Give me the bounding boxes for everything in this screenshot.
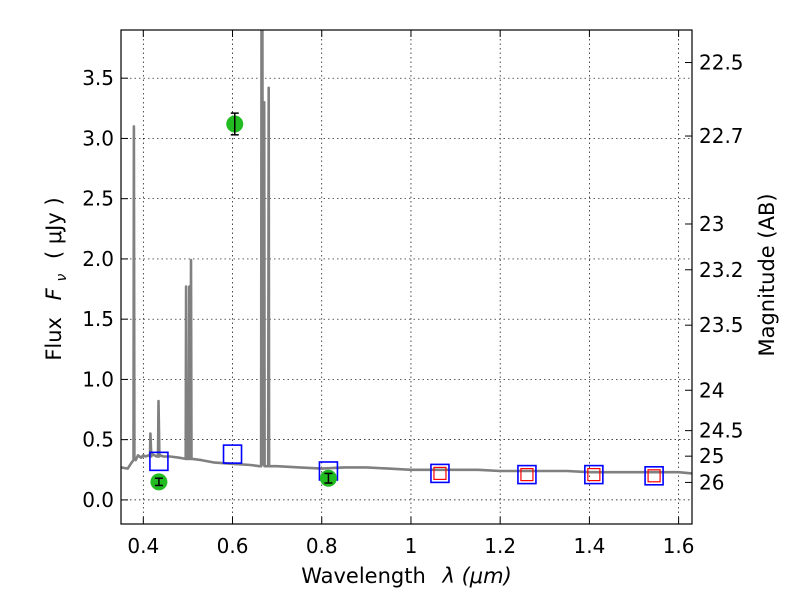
y-tick-label: 3.5	[82, 66, 114, 90]
y2-tick-label: 23.5	[699, 313, 744, 337]
x-axis-label-text: Wavelength	[301, 564, 426, 588]
model-point-red	[647, 469, 661, 483]
axis-ticks: 0.4 0.6 0.8 1 1.2 1.4 1.6 0.0 0.5 1.0 1.5 2.0 2.5 3.0…	[82, 30, 744, 558]
y-tick-label: 0.0	[82, 488, 114, 512]
x-tick-label: 0.8	[306, 534, 338, 558]
y-tick-label: 1.0	[82, 367, 114, 391]
y2-tick-label: 22.7	[699, 124, 744, 148]
model-point-blue	[584, 464, 604, 485]
model-point-red	[520, 468, 534, 482]
y-axis-label: Flux F ν ( μJy )	[42, 197, 71, 360]
x-tick-label: 1.6	[663, 534, 695, 558]
y-tick-label: 1.5	[82, 307, 114, 331]
model-point-blue	[222, 444, 243, 464]
plot-area	[121, 30, 692, 491]
x-axis-label-symbol: λ (μm)	[441, 564, 511, 588]
y2-tick-label: 23	[699, 212, 724, 236]
model-point-blue	[644, 466, 664, 486]
x-tick-label: 1	[405, 534, 418, 558]
grid-lines	[121, 30, 692, 524]
y2-tick-label: 25	[699, 444, 724, 468]
plot-frame	[120, 29, 693, 525]
y-tick-label: 3.0	[82, 126, 114, 150]
x-tick-label: 1.2	[484, 534, 516, 558]
spectrum-line	[121, 30, 692, 475]
x-tick-label: 0.6	[217, 534, 249, 558]
model-point-blue	[149, 451, 169, 472]
y-tick-label: 2.5	[82, 187, 114, 211]
y-axis-label-subscript: ν	[54, 274, 70, 282]
y2-tick-label: 26	[699, 470, 724, 494]
y-tick-label: 2.0	[82, 247, 114, 271]
y-tick-label: 0.5	[82, 428, 114, 452]
model-point-blue	[430, 463, 450, 484]
x-tick-label: 1.4	[573, 534, 605, 558]
y2-tick-label: 23.2	[699, 258, 744, 282]
x-axis-label: Wavelength λ (μm)	[301, 564, 512, 588]
y-axis-label-symbol: F	[42, 287, 66, 300]
y2-axis-label: Magnitude (AB)	[755, 193, 779, 356]
model-point-red	[433, 466, 447, 480]
y2-tick-label: 24.5	[699, 419, 744, 443]
y2-tick-label: 24	[699, 378, 724, 402]
model-point-blue	[517, 464, 537, 485]
y2-tick-label: 22.5	[699, 51, 744, 75]
model-point-red	[587, 468, 601, 482]
y-axis-label-unit: ( μJy )	[42, 197, 66, 259]
x-tick-label: 0.4	[127, 534, 159, 558]
y-axis-label-text: Flux	[42, 317, 66, 361]
